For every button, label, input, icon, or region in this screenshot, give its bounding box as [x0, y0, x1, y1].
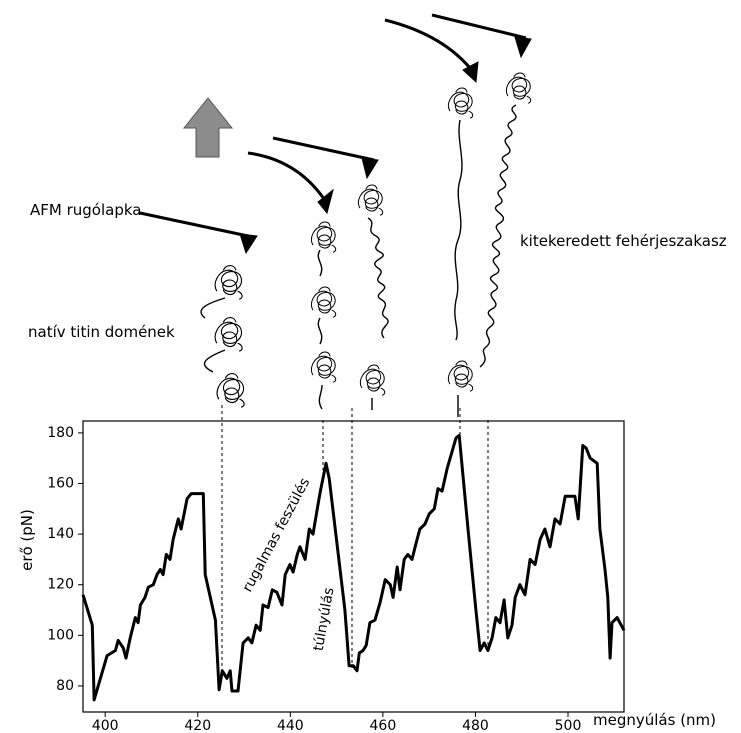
y-axis-label: erő (pN): [18, 509, 36, 571]
cantilever-label: AFM rugólapka: [30, 201, 141, 219]
annotation: túlnyúlás: [311, 586, 338, 652]
native-domain-label: natív titin domének: [28, 323, 175, 341]
y-tick-label: 180: [47, 425, 74, 441]
y-tick-label: 160: [47, 476, 74, 492]
y-tick-label: 100: [47, 627, 74, 643]
domains: [215, 73, 531, 407]
unfolded-label: kitekeredett fehérjeszakasz: [520, 232, 727, 250]
force-curve: [83, 435, 624, 700]
y-tick-label: 80: [56, 678, 74, 694]
x-axis-label: megnyúlás (nm): [593, 711, 716, 729]
x-tick-label: 420: [184, 718, 211, 733]
pull-arrow: [184, 98, 232, 157]
x-tick-label: 440: [277, 718, 304, 733]
guide-lines: [222, 405, 488, 672]
x-tick-label: 400: [92, 718, 119, 733]
y-tick-label: 120: [47, 577, 74, 593]
annotation: rugalmas feszülés: [240, 475, 314, 594]
x-tick-label: 460: [370, 718, 397, 733]
x-tick-label: 500: [555, 718, 582, 733]
x-tick-label: 480: [462, 718, 489, 733]
y-tick-label: 140: [47, 526, 74, 542]
diagram: AFM rugólapka natív titin domének kiteke…: [28, 15, 727, 672]
figure: AFM rugólapka natív titin domének kiteke…: [0, 0, 741, 733]
